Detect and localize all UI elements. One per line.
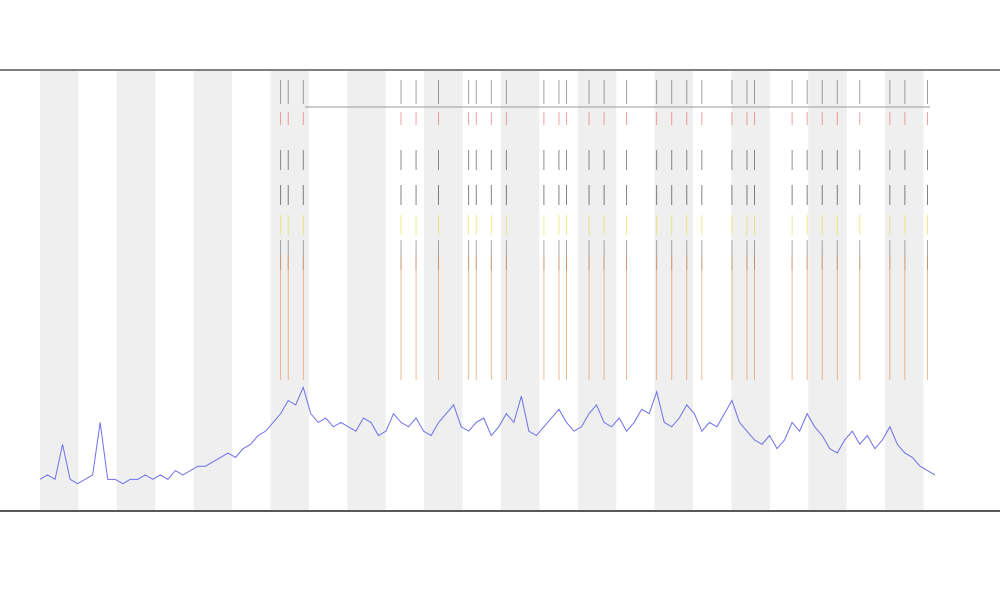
band [731,71,770,511]
bands [40,71,924,511]
band [270,71,309,511]
band [40,71,79,511]
band [116,71,156,511]
band [193,71,233,511]
band [577,71,617,511]
band [654,71,694,511]
band [347,71,386,511]
band [885,71,924,511]
series-line [39,385,936,485]
band [808,71,847,511]
band [424,71,463,511]
band [500,71,540,511]
